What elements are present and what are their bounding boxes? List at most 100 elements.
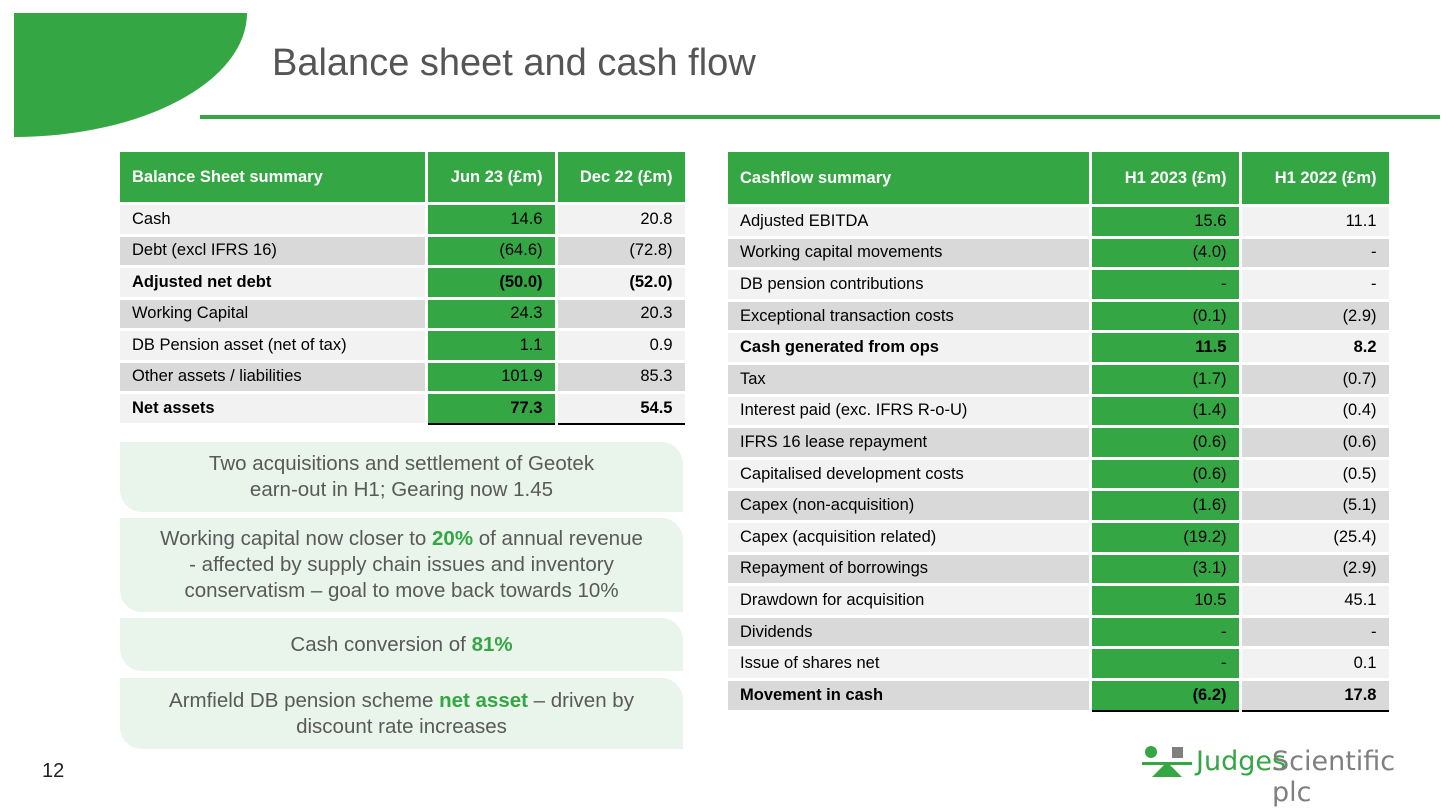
column-header: H1 2022 (£m) <box>1240 152 1392 207</box>
table-row: Capex (non-acquisition) (1.6) (5.1) <box>728 489 1392 523</box>
current-value: 1.1 <box>426 329 558 363</box>
row-label: DB Pension asset (net of tax) <box>120 329 428 363</box>
prior-value: (52.0) <box>556 265 688 300</box>
table-row: Cash 14.6 20.8 <box>120 203 688 237</box>
prior-value: (0.4) <box>1240 395 1392 429</box>
prior-value: 85.3 <box>556 361 688 394</box>
callout-working-capital: Working capital now closer to 20% of ann… <box>120 518 683 612</box>
callout-cash-conversion: Cash conversion of 81% <box>120 618 683 671</box>
column-header: Jun 23 (£m) <box>426 152 558 205</box>
table-row: Issue of shares net - 0.1 <box>728 647 1392 681</box>
table-row: Capex (acquisition related) (19.2) (25.4… <box>728 521 1392 555</box>
callout-text: earn-out in H1; Gearing now 1.45 <box>249 478 554 501</box>
row-label: Movement in cash <box>728 679 1092 713</box>
prior-value: 8.2 <box>1240 330 1392 365</box>
prior-value: 11.1 <box>1240 205 1392 239</box>
column-header: Balance Sheet summary <box>120 152 428 205</box>
prior-value: (0.5) <box>1240 458 1392 492</box>
table-row: IFRS 16 lease repayment (0.6) (0.6) <box>728 426 1392 460</box>
table-row: Working capital movements (4.0) - <box>728 237 1392 271</box>
cashflow-table: Cashflow summary H1 2023 (£m) H1 2022 (£… <box>728 152 1392 713</box>
row-label: Net assets <box>120 392 428 426</box>
current-value: 24.3 <box>426 298 558 331</box>
callout-text: Two acquisitions and settlement of Geote… <box>208 452 595 475</box>
prior-value: (0.7) <box>1240 363 1392 397</box>
row-label: Exceptional transaction costs <box>728 300 1092 334</box>
row-label: IFRS 16 lease repayment <box>728 426 1092 460</box>
callout-text: Working capital now closer to <box>160 527 433 550</box>
current-value: (3.1) <box>1090 553 1242 587</box>
title-divider <box>200 115 1440 119</box>
row-label: DB pension contributions <box>728 268 1092 302</box>
prior-value: 20.3 <box>556 298 688 331</box>
callout-text: - affected by supply chain issues and in… <box>189 553 614 576</box>
highlight-value: net asset <box>439 688 528 712</box>
scales-logo-icon <box>1142 746 1192 777</box>
table-row: Movement in cash (6.2) 17.8 <box>728 678 1392 713</box>
prior-value: (25.4) <box>1240 521 1392 555</box>
callout-line: Armfield DB pension scheme net asset – d… <box>120 688 683 714</box>
current-value: 77.3 <box>426 391 558 425</box>
row-label: Adjusted net debt <box>120 266 428 300</box>
current-value: 15.6 <box>1090 205 1242 239</box>
table-row: Debt (excl IFRS 16) (64.6) (72.8) <box>120 235 688 268</box>
column-header: H1 2023 (£m) <box>1090 152 1242 207</box>
callout-text: of annual revenue <box>473 527 643 550</box>
current-value: (4.0) <box>1090 237 1242 271</box>
row-label: Capex (acquisition related) <box>728 521 1092 555</box>
current-value: (0.1) <box>1090 300 1242 334</box>
slide-title: Balance sheet and cash flow <box>272 42 756 84</box>
prior-value: - <box>1240 616 1392 650</box>
current-value: (1.4) <box>1090 395 1242 429</box>
prior-value: 54.5 <box>556 391 688 425</box>
table-row: Cash generated from ops 11.5 8.2 <box>728 330 1392 365</box>
current-value: (1.7) <box>1090 363 1242 397</box>
callout-text: discount rate increases <box>296 714 507 738</box>
row-label: Capex (non-acquisition) <box>728 489 1092 523</box>
row-label: Working Capital <box>120 298 428 331</box>
prior-value: 45.1 <box>1240 584 1392 618</box>
page-number: 12 <box>42 760 65 782</box>
table-header-row: Balance Sheet summary Jun 23 (£m) Dec 22… <box>120 152 688 205</box>
table-row: Working Capital 24.3 20.3 <box>120 298 688 331</box>
prior-value: - <box>1240 268 1392 302</box>
balance-sheet-table: Balance Sheet summary Jun 23 (£m) Dec 22… <box>120 152 688 426</box>
table-row: Interest paid (exc. IFRS R-o-U) (1.4) (0… <box>728 395 1392 429</box>
table-row: DB Pension asset (net of tax) 1.1 0.9 <box>120 329 688 363</box>
table-row: DB pension contributions - - <box>728 268 1392 302</box>
row-label: Cash <box>120 203 428 237</box>
table-row: Net assets 77.3 54.5 <box>120 391 688 426</box>
current-value: - <box>1090 268 1242 302</box>
current-value: (6.2) <box>1090 678 1242 712</box>
column-header: Dec 22 (£m) <box>556 152 688 205</box>
row-label: Repayment of borrowings <box>728 553 1092 587</box>
callout-text: Armfield DB pension scheme <box>169 688 440 712</box>
table-row: Exceptional transaction costs (0.1) (2.9… <box>728 300 1392 334</box>
row-label: Drawdown for acquisition <box>728 584 1092 618</box>
column-header: Cashflow summary <box>728 152 1092 207</box>
table-row: Capitalised development costs (0.6) (0.5… <box>728 458 1392 492</box>
row-label: Capitalised development costs <box>728 458 1092 492</box>
highlight-value: 20% <box>432 527 474 550</box>
prior-value: (5.1) <box>1240 489 1392 523</box>
row-label: Dividends <box>728 616 1092 650</box>
row-label: Debt (excl IFRS 16) <box>120 235 428 268</box>
current-value: 11.5 <box>1090 330 1242 365</box>
prior-value: 20.8 <box>556 203 688 237</box>
row-label: Interest paid (exc. IFRS R-o-U) <box>728 395 1092 429</box>
table-row: Adjusted net debt (50.0) (52.0) <box>120 265 688 300</box>
company-logo: Judges Scientific plc <box>1142 744 1414 808</box>
callout-pension: Armfield DB pension scheme net asset – d… <box>120 678 683 749</box>
prior-value: (0.6) <box>1240 426 1392 460</box>
current-value: - <box>1090 647 1242 681</box>
current-value: (0.6) <box>1090 426 1242 460</box>
row-label: Working capital movements <box>728 237 1092 271</box>
highlight-value: 81% <box>471 632 513 656</box>
table-row: Adjusted EBITDA 15.6 11.1 <box>728 205 1392 239</box>
row-label: Adjusted EBITDA <box>728 205 1092 239</box>
callout-text: Cash conversion of <box>290 632 472 656</box>
current-value: (64.6) <box>426 235 558 268</box>
current-value: 10.5 <box>1090 584 1242 618</box>
current-value: (19.2) <box>1090 521 1242 555</box>
row-label: Other assets / liabilities <box>120 361 428 394</box>
